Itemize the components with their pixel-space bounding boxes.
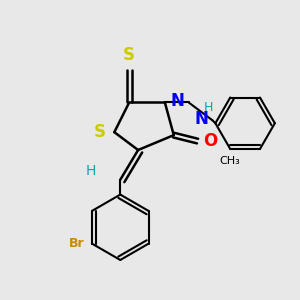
Text: Br: Br: [69, 237, 85, 250]
Text: H: H: [203, 101, 213, 114]
Text: N: N: [194, 110, 208, 128]
Text: H: H: [86, 164, 97, 178]
Text: O: O: [203, 132, 218, 150]
Text: N: N: [171, 92, 185, 110]
Text: S: S: [93, 123, 105, 141]
Text: CH₃: CH₃: [220, 156, 241, 167]
Text: S: S: [123, 46, 135, 64]
